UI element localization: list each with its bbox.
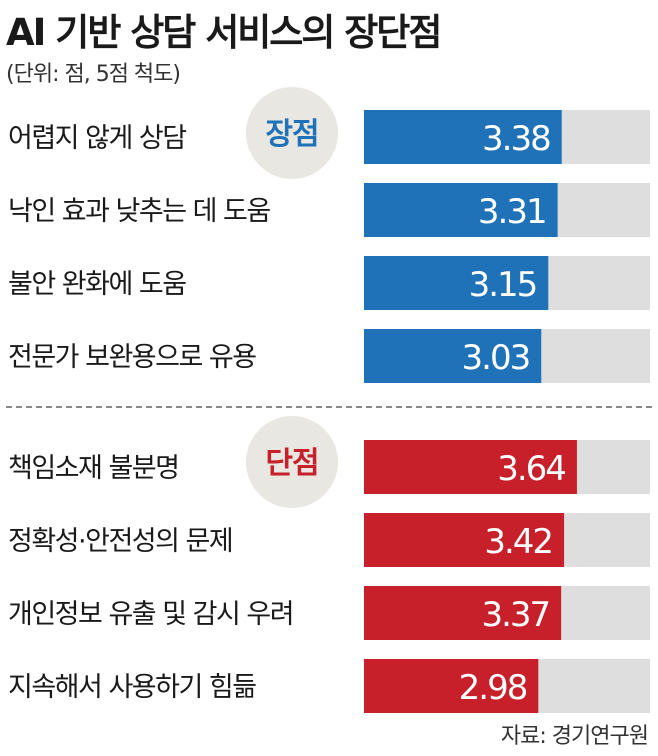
- bar: [364, 183, 558, 237]
- bar: [364, 586, 562, 640]
- group-badge-label: 장점: [265, 117, 318, 152]
- bar: [364, 659, 539, 713]
- value-label: 3.42: [484, 522, 552, 562]
- category-label: 불안 완화에 도움: [8, 269, 186, 300]
- category-label: 정확성·안전성의 문제: [8, 526, 232, 557]
- group-badge: [246, 416, 338, 508]
- value-label: 3.03: [462, 338, 530, 378]
- category-label: 어렵지 않게 상담: [8, 123, 186, 154]
- value-label: 3.38: [482, 119, 550, 159]
- bar: [364, 110, 562, 164]
- bar: [364, 513, 565, 567]
- value-label: 2.98: [459, 668, 527, 708]
- bar: [364, 256, 549, 310]
- category-label: 개인정보 유출 및 감시 우려: [8, 599, 293, 630]
- bar: [364, 440, 577, 494]
- group-badge: [246, 87, 338, 179]
- category-label: 낙인 효과 낮추는 데 도움: [8, 196, 270, 227]
- value-label: 3.31: [478, 192, 546, 232]
- value-label: 3.64: [497, 449, 565, 489]
- source-note: 자료: 경기연구원: [500, 724, 649, 749]
- value-label: 3.15: [469, 265, 537, 305]
- category-label: 책임소재 불분명: [8, 453, 178, 484]
- group-badge-label: 단점: [265, 446, 318, 481]
- category-label: 전문가 보완용으로 유용: [8, 342, 256, 373]
- value-label: 3.37: [481, 595, 549, 635]
- category-label: 지속해서 사용하기 힘듦: [8, 672, 256, 703]
- chart-title: AI 기반 상담 서비스의 장단점: [6, 11, 442, 54]
- chart-subtitle: (단위: 점, 5점 척도): [6, 62, 181, 87]
- bar: [364, 329, 542, 383]
